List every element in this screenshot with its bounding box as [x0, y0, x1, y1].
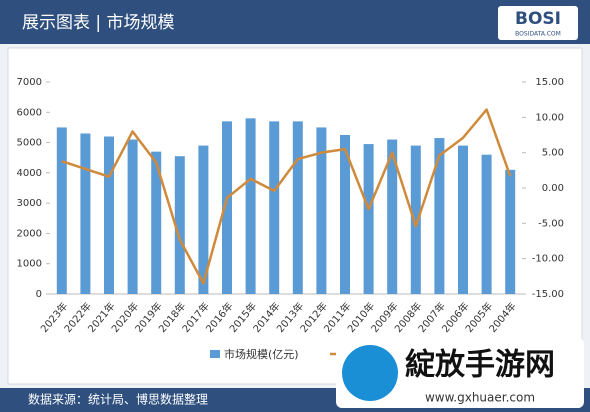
bar — [340, 135, 350, 294]
bar — [363, 144, 374, 294]
y2-tick-label: 10.00 — [535, 112, 564, 123]
bar — [387, 139, 398, 294]
watermark-url: www.gxhuaer.com — [425, 391, 535, 405]
legend-swatch — [210, 350, 220, 358]
y-tick-label: 3000 — [17, 198, 42, 209]
logo-box — [498, 6, 578, 40]
logo-sub: BOSIDATA.COM — [515, 31, 561, 38]
footer-source: 数据来源：统计局、博思数据整理 — [28, 392, 208, 407]
bar — [56, 127, 67, 294]
y-tick-label: 4000 — [17, 168, 42, 179]
y2-tick-label: -5.00 — [538, 218, 564, 229]
y-tick-label: 0 — [36, 289, 42, 300]
bar — [292, 121, 303, 294]
legend-label: 市场规模(亿元) — [224, 347, 299, 361]
bar — [481, 154, 492, 294]
y-tick-label: 6000 — [17, 107, 42, 118]
bar — [316, 127, 327, 294]
y2-tick-label: 5.00 — [542, 148, 564, 159]
y2-tick-label: 15.00 — [535, 77, 564, 88]
bar — [127, 139, 138, 294]
bar — [245, 118, 256, 294]
line — [61, 108, 512, 285]
y-tick-label: 1000 — [17, 259, 42, 270]
y2-tick-label: -15.00 — [532, 289, 564, 300]
y-tick-label: 7000 — [17, 77, 42, 88]
watermark-box — [336, 338, 584, 408]
header-bar — [0, 0, 590, 44]
header-title: 展示图表 | 市场规模 — [22, 13, 175, 33]
bar — [198, 145, 209, 294]
watermark-icon — [342, 345, 398, 401]
bar — [104, 136, 114, 294]
y2-tick-label: 0.00 — [542, 183, 564, 194]
bar — [222, 121, 232, 294]
bar — [269, 121, 280, 294]
logo: BOSI — [515, 9, 561, 29]
bar — [151, 151, 162, 294]
bar — [458, 145, 468, 294]
bar — [410, 145, 421, 294]
y2-tick-label: -10.00 — [532, 254, 564, 265]
y-tick-label: 5000 — [17, 138, 42, 149]
bar — [80, 133, 91, 294]
bar — [434, 138, 445, 294]
bar — [505, 169, 516, 294]
watermark-text: 綻放手游网 — [405, 348, 555, 383]
y-tick-label: 2000 — [17, 228, 42, 239]
bar — [174, 156, 185, 294]
